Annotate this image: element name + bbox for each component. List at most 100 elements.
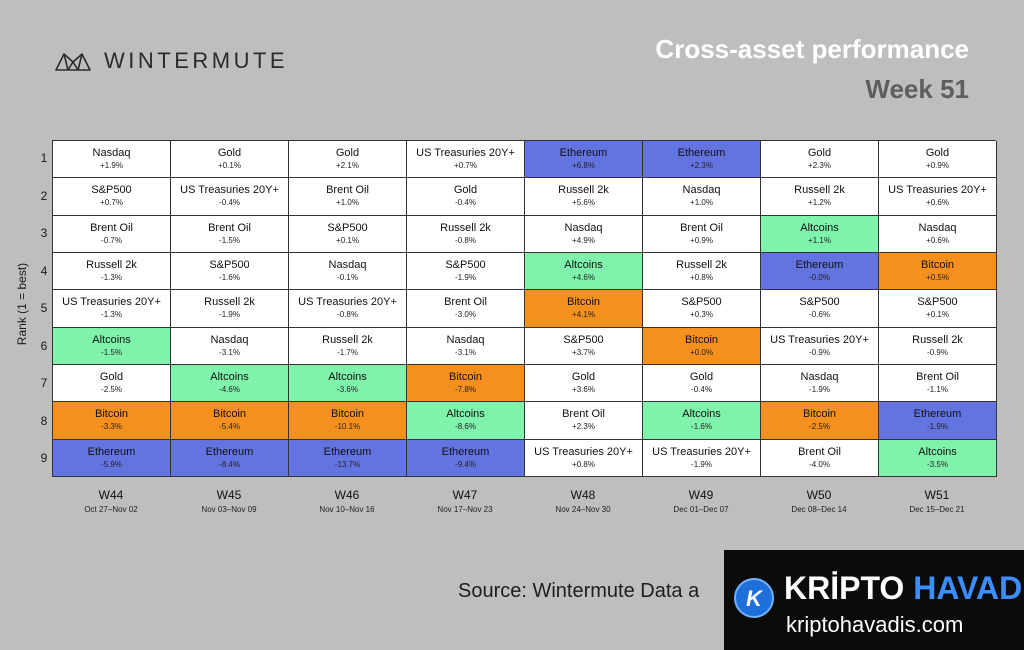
- cell-return: -0.8%: [455, 235, 476, 245]
- cell-return: -13.7%: [334, 459, 361, 469]
- grid-cell: Brent Oil -3.0%: [407, 290, 525, 328]
- week-name: W47: [452, 488, 478, 502]
- cell-asset: Ethereum: [87, 445, 136, 458]
- cell-asset: S&P500: [327, 221, 368, 234]
- cell-return: +3.6%: [572, 385, 595, 395]
- cell-return: -1.5%: [219, 235, 240, 245]
- watermark-brand: KRİPTO HAVADİS: [784, 570, 1024, 607]
- grid-cell: Brent Oil +2.3%: [525, 402, 643, 440]
- cell-return: +0.1%: [926, 310, 949, 320]
- grid-cell: Russell 2k +0.8%: [643, 252, 761, 291]
- grid-cell: US Treasuries 20Y+ +0.6%: [879, 178, 997, 216]
- cell-asset: Ethereum: [913, 408, 962, 421]
- rank-label: 7: [40, 376, 48, 390]
- grid-cell: Russell 2k -0.8%: [407, 215, 525, 253]
- grid-cell: Bitcoin +4.1%: [525, 290, 643, 328]
- cell-return: -10.1%: [334, 422, 361, 432]
- week-label: W51 Dec 15–Dec 21: [878, 488, 996, 514]
- grid-cell: S&P500 +0.3%: [643, 290, 761, 328]
- grid-cell: Ethereum -8.4%: [171, 439, 289, 477]
- y-axis-label: Rank (1 = best): [15, 262, 29, 346]
- cell-return: -5.4%: [219, 422, 240, 432]
- grid-cell: Gold -0.4%: [407, 178, 525, 216]
- grid-cell: Nasdaq -1.9%: [761, 364, 879, 403]
- week-name: W50: [806, 488, 832, 502]
- cell-asset: Bitcoin: [330, 408, 365, 421]
- cell-return: +4.6%: [572, 273, 595, 283]
- cell-return: -1.6%: [691, 422, 712, 432]
- cell-asset: Russell 2k: [322, 333, 373, 346]
- cell-asset: Bitcoin: [566, 296, 601, 309]
- cell-asset: Bitcoin: [212, 408, 247, 421]
- cell-asset: Nasdaq: [800, 371, 839, 384]
- cell-return: -0.1%: [337, 273, 358, 283]
- cell-return: +6.8%: [572, 161, 595, 171]
- grid-cell: Altcoins -8.6%: [407, 402, 525, 440]
- cell-return: +3.7%: [572, 347, 595, 357]
- grid-cell: Russell 2k -1.9%: [171, 290, 289, 328]
- cell-asset: US Treasuries 20Y+: [416, 147, 515, 160]
- grid-cell: Nasdaq -3.1%: [407, 327, 525, 365]
- cell-return: -4.6%: [219, 385, 240, 395]
- grid-cell: Ethereum -0.0%: [761, 252, 879, 291]
- week-label: W49 Dec 01–Dec 07: [642, 488, 760, 514]
- cell-asset: Brent Oil: [798, 445, 841, 458]
- grid-cell: Bitcoin +0.5%: [879, 252, 997, 291]
- week-axis: W44 Oct 27–Nov 02 W45 Nov 03–Nov 09 W46 Nov 1…: [52, 488, 996, 514]
- cell-return: -1.9%: [809, 385, 830, 395]
- cell-return: +0.7%: [454, 161, 477, 171]
- grid-cell: Altcoins -3.6%: [289, 364, 407, 403]
- grid-cell: Brent Oil -0.7%: [53, 215, 171, 253]
- cell-asset: US Treasuries 20Y+: [652, 445, 751, 458]
- wintermute-logo-icon: [55, 53, 91, 71]
- cell-asset: Nasdaq: [446, 333, 485, 346]
- grid-cell: Nasdaq +4.9%: [525, 215, 643, 253]
- grid-cell: Altcoins +4.6%: [525, 252, 643, 291]
- cell-asset: S&P500: [681, 296, 722, 309]
- cell-return: -1.6%: [219, 273, 240, 283]
- grid-cell: Brent Oil -4.0%: [761, 439, 879, 477]
- cell-asset: Altcoins: [800, 221, 839, 234]
- cell-asset: S&P500: [563, 333, 604, 346]
- cell-return: -3.5%: [927, 459, 948, 469]
- cell-asset: Nasdaq: [210, 333, 249, 346]
- cell-return: +0.0%: [690, 347, 713, 357]
- cell-return: -8.6%: [455, 422, 476, 432]
- week-name: W49: [688, 488, 714, 502]
- grid-cell: Gold -2.5%: [53, 364, 171, 403]
- cell-asset: Altcoins: [682, 408, 721, 421]
- cell-return: -5.9%: [101, 459, 122, 469]
- watermark-word2: HAVADİS: [913, 570, 1024, 606]
- grid-cell: Nasdaq +1.9%: [53, 141, 171, 179]
- cell-return: +2.3%: [572, 422, 595, 432]
- grid-cell: Nasdaq +0.6%: [879, 215, 997, 253]
- watermark-url: kriptohavadis.com: [786, 612, 964, 637]
- cell-return: +0.5%: [926, 273, 949, 283]
- cell-asset: Russell 2k: [204, 296, 255, 309]
- cell-asset: Nasdaq: [92, 147, 131, 160]
- cell-return: -3.1%: [455, 347, 476, 357]
- cell-return: +0.1%: [218, 161, 241, 171]
- cell-asset: Gold: [453, 184, 478, 197]
- week-range: Dec 08–Dec 14: [791, 505, 847, 514]
- cell-asset: S&P500: [917, 296, 958, 309]
- grid-cell: Brent Oil -1.5%: [171, 215, 289, 253]
- watermark-word1: KRİPTO: [784, 570, 905, 606]
- week-range: Nov 10–Nov 16: [319, 505, 375, 514]
- kriptohavadis-k-icon: K: [746, 586, 764, 611]
- cell-return: +0.3%: [690, 310, 713, 320]
- cell-return: -3.0%: [455, 310, 476, 320]
- grid-cell: US Treasuries 20Y+ -1.9%: [643, 439, 761, 477]
- cell-return: +2.1%: [336, 161, 359, 171]
- week-name: W45: [216, 488, 242, 502]
- week-range: Nov 24–Nov 30: [555, 505, 611, 514]
- svg-text:K: K: [746, 586, 764, 611]
- cell-asset: Gold: [807, 147, 832, 160]
- week-label: W45 Nov 03–Nov 09: [170, 488, 288, 514]
- brand-logo: WINTERMUTE: [54, 46, 288, 76]
- week-name: W46: [334, 488, 360, 502]
- cell-asset: S&P500: [209, 259, 250, 272]
- grid-cell: Nasdaq +1.0%: [643, 178, 761, 216]
- grid-cell: S&P500 +0.1%: [289, 215, 407, 253]
- cell-asset: Ethereum: [795, 259, 844, 272]
